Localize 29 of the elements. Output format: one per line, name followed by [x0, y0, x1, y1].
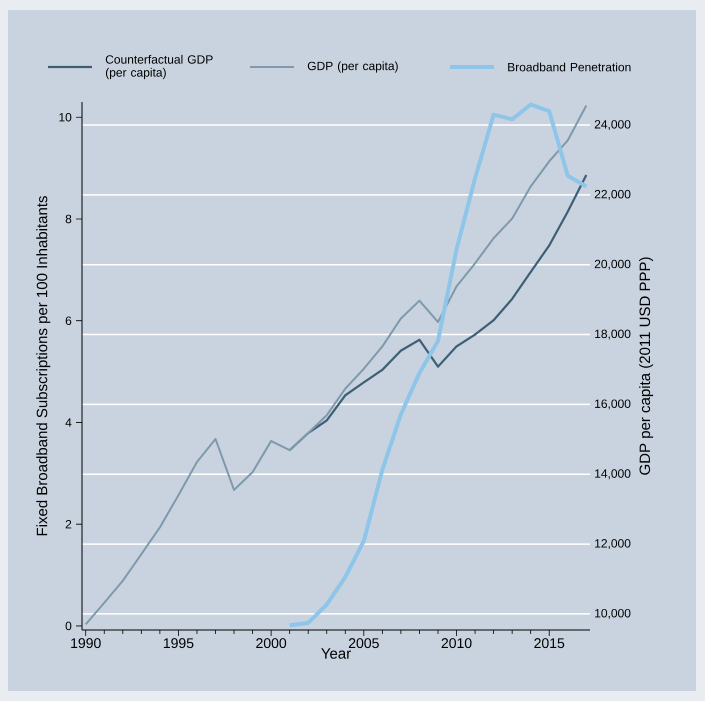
y2-tick-label: 24,000: [594, 120, 630, 130]
y2-tick-label: 16,000: [595, 399, 630, 410]
x-tick-label: 2015: [534, 638, 564, 648]
line-series: [288, 102, 588, 628]
x-axis-title: Year: [321, 648, 351, 659]
legend-label: Counterfactual GDP (per capita): [106, 54, 213, 80]
y2-tick-label: 14,000: [595, 469, 630, 480]
line-series: [84, 104, 588, 626]
y2-tick-label: 10,000: [595, 608, 630, 619]
x-tick-label: 1990: [71, 638, 101, 648]
y-tick-label: 4: [65, 418, 72, 427]
x-tick-label: 2000: [256, 638, 286, 648]
y-tick-label: 6: [66, 316, 72, 325]
x-tick-label: 1995: [164, 638, 194, 648]
y-axis-title: Fixed Broadband Subscriptions per 100 Inhabitants: [36, 196, 50, 536]
line-series: [288, 174, 588, 452]
y2-tick-label: 22,000: [594, 190, 630, 200]
y-tick-label: 8: [66, 214, 72, 224]
y2-tick-label: 20,000: [594, 260, 630, 270]
legend-label: GDP (per capita): [308, 61, 398, 73]
x-tick-label: 2005: [348, 638, 379, 648]
y2-axis-title: GDP per capita (2011 USD PPP): [639, 257, 654, 475]
y-tick-label: 10: [59, 113, 72, 122]
y2-tick-label: 12,000: [595, 539, 630, 550]
x-tick-label: 2010: [442, 638, 472, 648]
y2-tick-label: 18,000: [595, 330, 630, 340]
legend-label: Broadband Penetration: [508, 62, 630, 72]
y-tick-label: 0: [66, 622, 72, 630]
y-tick-label: 2: [66, 520, 72, 528]
